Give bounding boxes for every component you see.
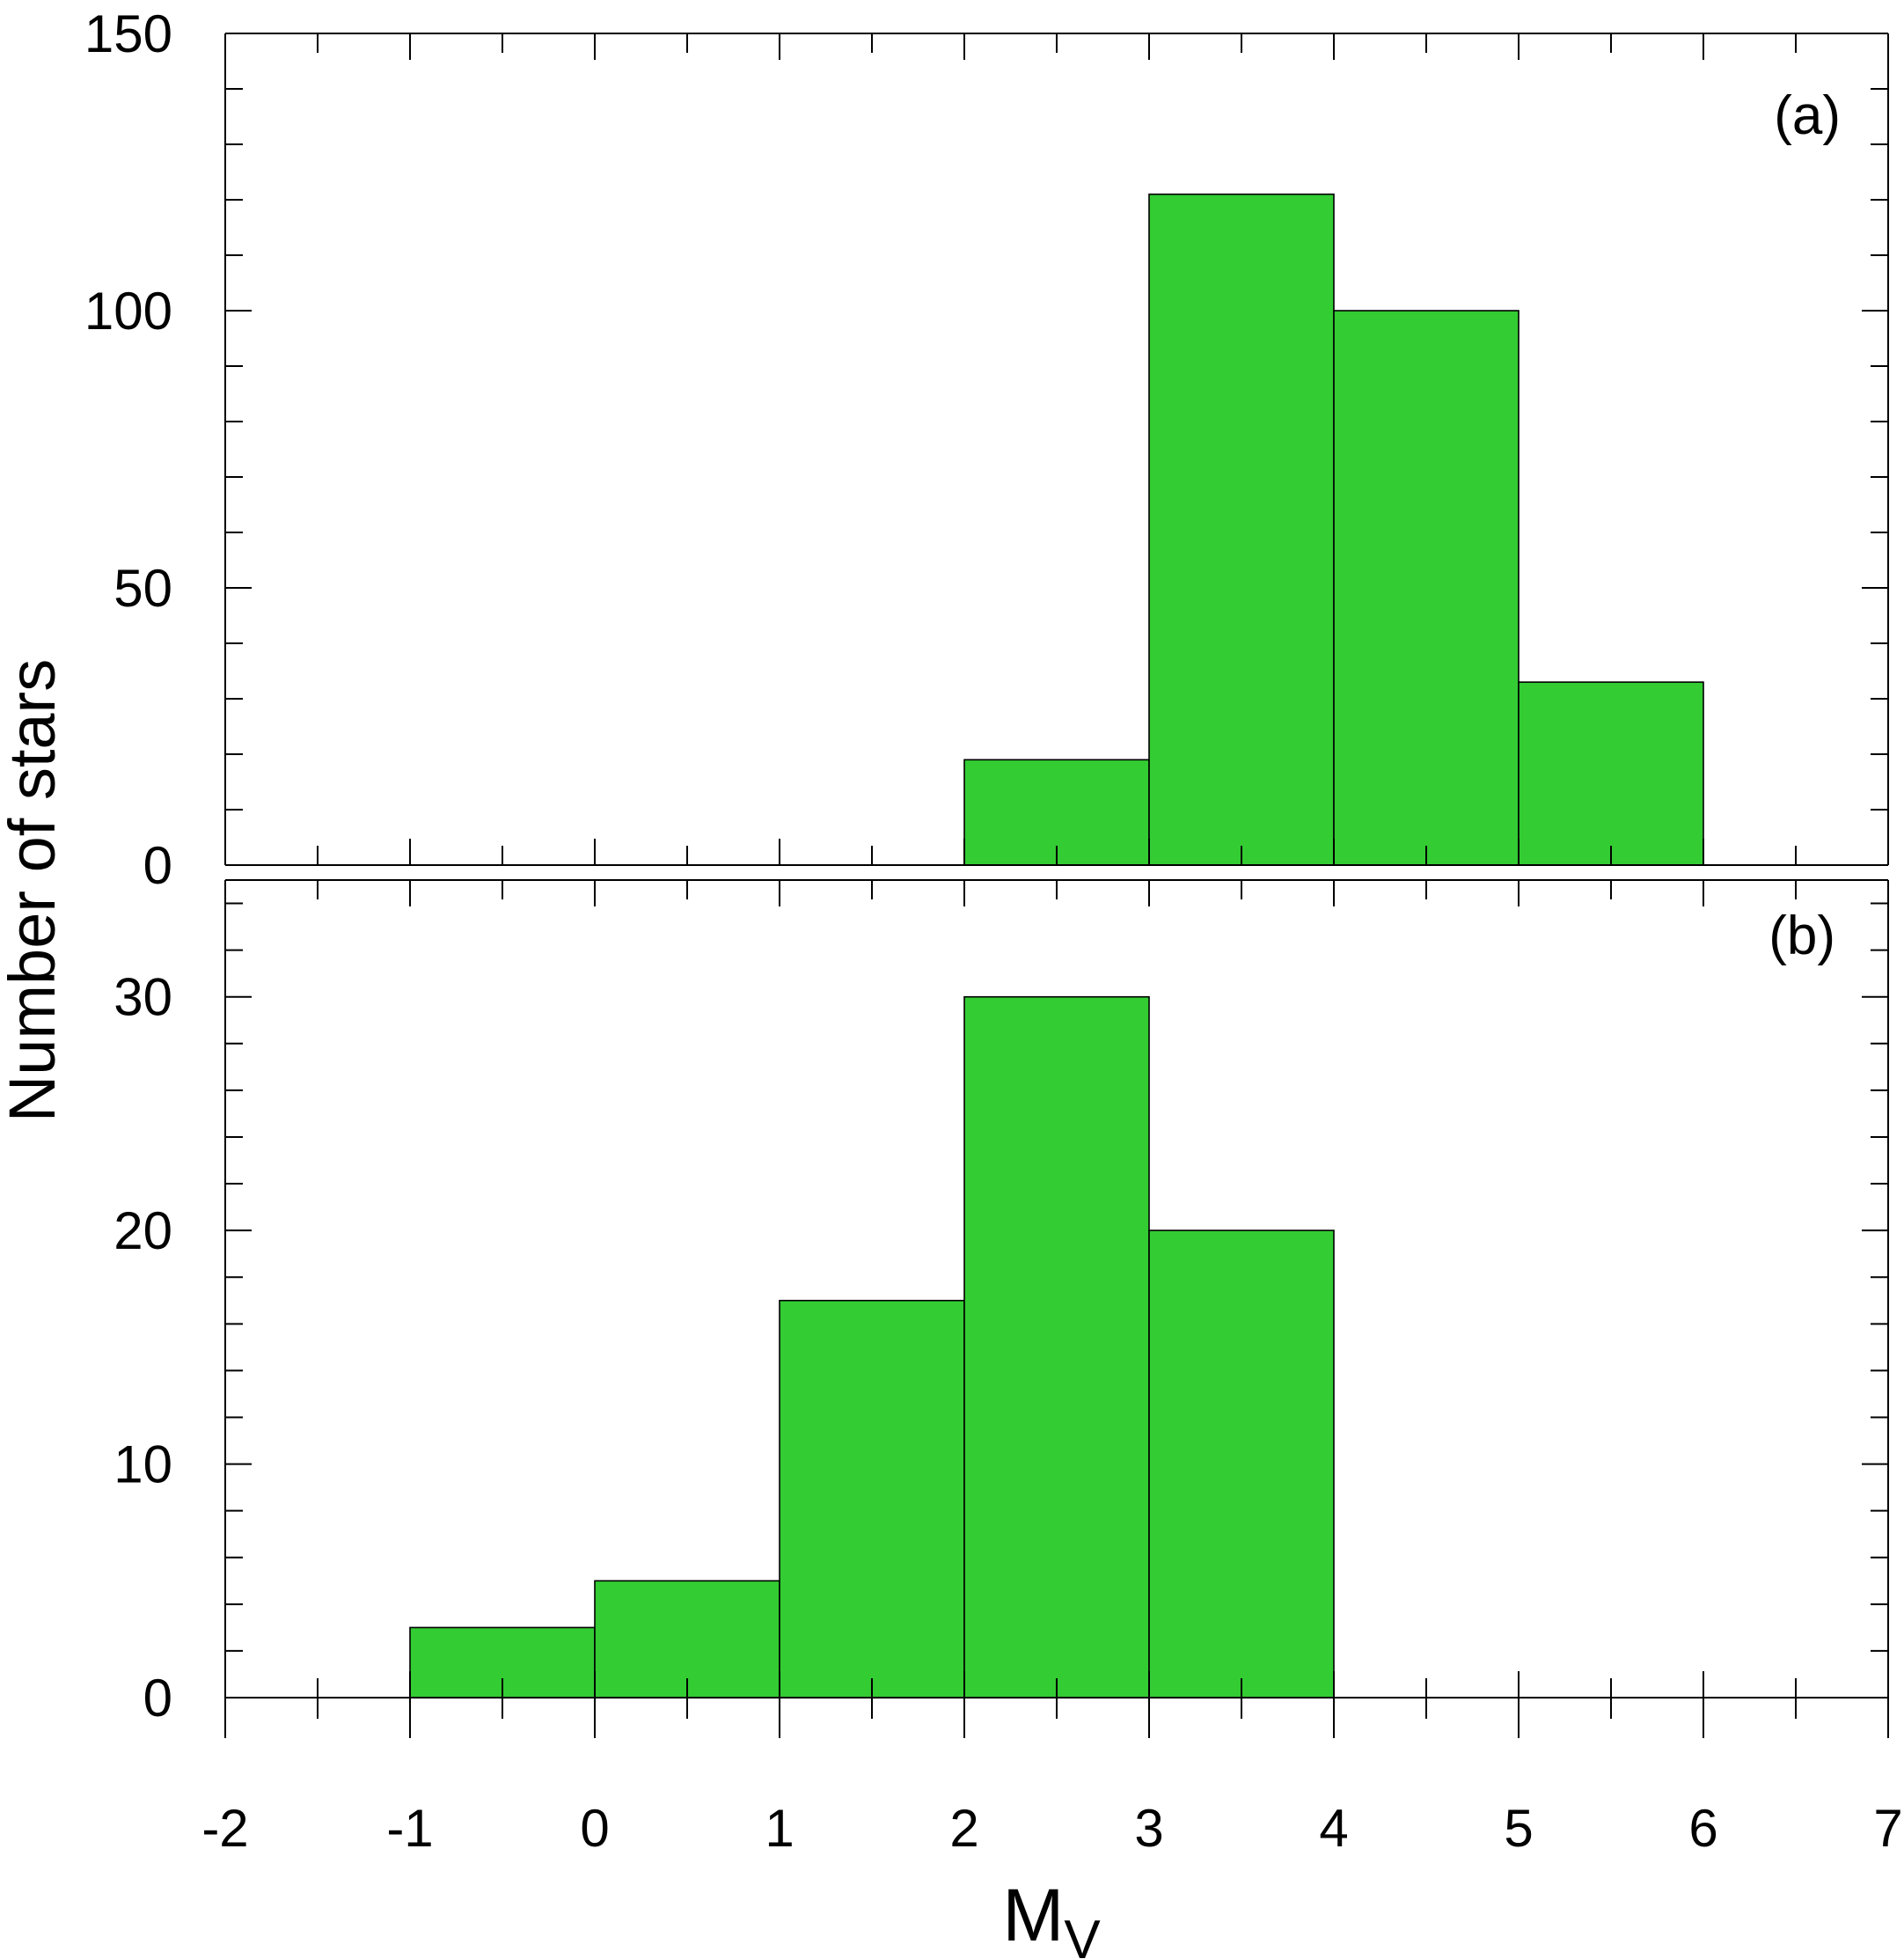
y-tick-label: 50 <box>114 559 172 618</box>
histogram-bar <box>1148 193 1335 866</box>
y-tick-label: 30 <box>114 968 172 1027</box>
y-axis-label: Number of stars <box>0 659 69 1122</box>
y-tick-label: 100 <box>84 282 172 341</box>
x-axis-label: MV <box>1002 1874 1101 1959</box>
histogram-bar <box>779 1299 965 1699</box>
y-tick-label: 20 <box>114 1201 172 1260</box>
x-axis-label-subscript: V <box>1064 1910 1101 1959</box>
histogram-bar <box>594 1580 780 1699</box>
panel-label: (b) <box>1769 906 1835 966</box>
y-tick-label: 10 <box>114 1435 172 1494</box>
y-tick-label: 150 <box>84 4 172 63</box>
x-axis: -2 -1 0 1 2 3 4 5 6 7 <box>201 1698 1903 1858</box>
x-tick-label: 0 <box>580 1799 609 1858</box>
y-tick-label: 0 <box>143 1669 172 1728</box>
panel-b: 0 10 20 30 (b) <box>114 879 1889 1728</box>
histogram-bar <box>1333 310 1520 866</box>
histogram-bar <box>1518 681 1704 866</box>
x-tick-label: 5 <box>1504 1799 1533 1858</box>
x-tick-label: -2 <box>201 1799 248 1858</box>
x-tick-label: 2 <box>949 1799 978 1858</box>
x-tick-label: 4 <box>1319 1799 1348 1858</box>
x-tick-label: 1 <box>765 1799 794 1858</box>
histogram-bar <box>963 995 1150 1699</box>
histogram-bar <box>1148 1229 1335 1699</box>
y-tick-label: 0 <box>143 836 172 895</box>
x-tick-label: -1 <box>386 1799 433 1858</box>
panel-label: (a) <box>1774 85 1841 146</box>
x-tick-label: 3 <box>1134 1799 1163 1858</box>
x-tick-label: 6 <box>1688 1799 1717 1858</box>
panel-a: 0 50 100 150 (a) <box>84 4 1889 895</box>
x-axis-label-main: M <box>1002 1874 1064 1956</box>
x-tick-label: 7 <box>1873 1799 1902 1858</box>
